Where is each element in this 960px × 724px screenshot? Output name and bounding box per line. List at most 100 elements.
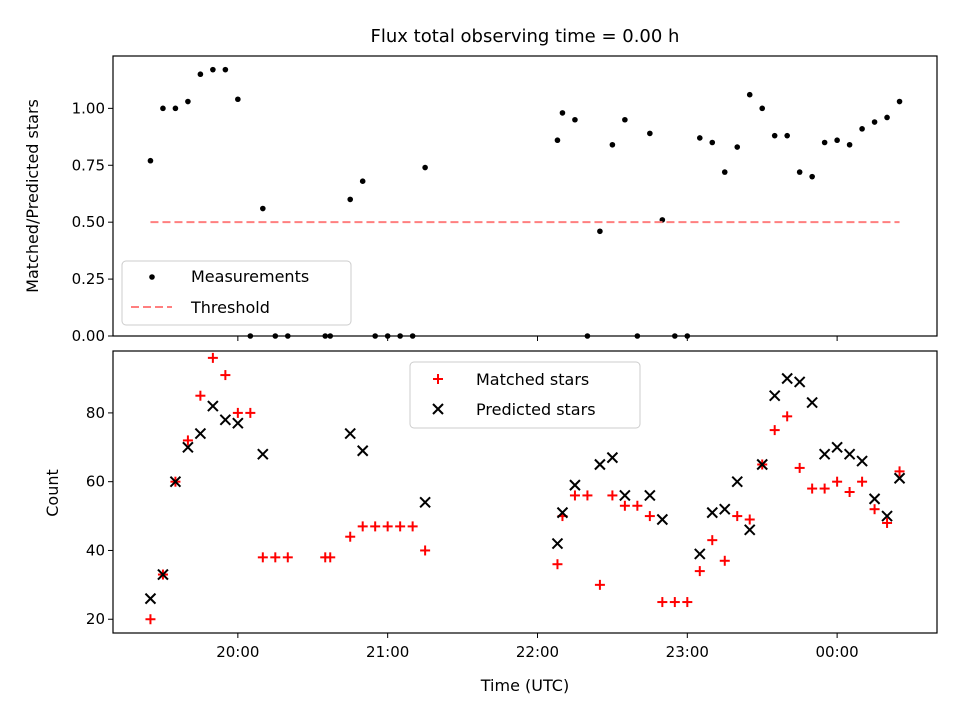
matched-star-point: [682, 597, 693, 608]
legend-measurements-label: Measurements: [191, 267, 309, 286]
matched-star-point: [882, 517, 893, 528]
measurement-point: [322, 333, 329, 339]
bottom-axes-frame: [112, 350, 938, 634]
measurement-point: [834, 137, 840, 144]
matched-star-point: [819, 483, 830, 494]
measurement-point: [172, 105, 179, 112]
top-y-tick-label: 0.25: [72, 270, 105, 288]
measurement-point: [809, 173, 815, 180]
x-tick-label: 21:00: [366, 643, 409, 661]
matched-star-point: [552, 559, 563, 570]
x-tick-label: 00:00: [816, 643, 859, 661]
matched-star-point: [619, 500, 630, 511]
matched-star-point: [382, 521, 393, 532]
predicted-star-point: [881, 510, 893, 522]
matched-star-point: [657, 597, 668, 608]
measurement-point: [672, 333, 678, 339]
top-y-axis-label: Matched/Predicted stars: [23, 99, 42, 293]
measurement-point: [210, 66, 216, 73]
top-axes-frame: [112, 55, 938, 337]
measurement-point: [597, 228, 603, 235]
measurement-point: [684, 333, 691, 339]
matched-star-point: [407, 521, 418, 532]
predicted-star-point: [893, 472, 906, 484]
matched-star-point: [257, 552, 268, 563]
predicted-star-point: [706, 506, 718, 519]
measurement-point: [197, 71, 204, 78]
predicted-star-point: [656, 513, 669, 526]
matched-star-point: [732, 511, 743, 522]
matched-star-point: [207, 352, 218, 363]
measurement-point: [821, 139, 828, 146]
top-legend: Measurements Threshold: [121, 260, 352, 326]
predicted-star-point: [551, 537, 564, 550]
legend-predicted-label: Predicted stars: [476, 400, 596, 419]
bottom-legend: Matched stars Predicted stars: [409, 361, 641, 429]
matched-star-point: [182, 435, 193, 446]
predicted-star-point: [356, 445, 369, 457]
top-plot-area: 0.00 0.25 0.50 0.75 1.00 Measurements Threshol…: [72, 55, 938, 345]
matched-star-point: [370, 521, 381, 532]
measurement-point: [696, 135, 703, 141]
legend-matched-label: Matched stars: [476, 370, 589, 389]
predicted-star-point: [768, 390, 781, 402]
matched-star-point: [232, 407, 243, 418]
measurement-point: [771, 132, 778, 139]
matched-star-point: [782, 411, 793, 422]
predicted-star-point: [756, 458, 768, 471]
predicted-star-point: [731, 475, 743, 488]
bottom-y-axis-label: Count: [43, 469, 62, 517]
matched-star-point: [594, 579, 605, 590]
matched-star-point: [719, 555, 730, 566]
x-tick-label: 20:00: [216, 643, 259, 661]
x-tick-label: 22:00: [516, 643, 559, 661]
matched-star-point: [632, 500, 643, 511]
predicted-star-point: [419, 496, 431, 509]
measurement-point: [222, 66, 229, 73]
predicted-star-point: [194, 427, 207, 440]
matched-star-point: [832, 476, 843, 487]
measurement-point: [572, 116, 578, 123]
predicted-star-point: [207, 400, 219, 412]
matched-star-point: [744, 514, 755, 525]
matched-star-point: [395, 521, 406, 532]
predicted-star-point: [694, 548, 706, 560]
measurement-point: [185, 98, 191, 105]
measurement-point: [422, 164, 428, 171]
predicted-star-point: [232, 417, 244, 429]
measurement-point: [272, 333, 279, 339]
measurement-point: [559, 110, 566, 116]
predicted-star-point: [344, 427, 356, 440]
matched-star-point: [145, 614, 156, 625]
measurement-point: [846, 141, 853, 148]
measurement-point: [147, 157, 154, 164]
bottom-plot-area: 20 40 60 80 20:00 21:00 22:00 23:00 00:00 Matched…: [86, 350, 938, 661]
predicted-star-point: [868, 493, 881, 505]
matched-star-point: [345, 531, 356, 542]
measurement-point: [359, 178, 366, 185]
bottom-y-tick-label: 80: [86, 404, 105, 422]
matched-star-point: [195, 390, 206, 401]
predicted-star-point: [569, 479, 581, 491]
bottom-y-tick-label: 20: [86, 610, 105, 628]
matched-star-point: [807, 483, 818, 494]
matched-star-point: [894, 466, 905, 477]
measurement-point: [759, 105, 766, 112]
predicted-star-point: [719, 503, 731, 515]
predicted-star-point: [793, 376, 806, 388]
predicted-star-point: [619, 489, 631, 502]
predicted-star-point: [169, 475, 182, 488]
measurement-point: [347, 196, 354, 203]
measurement-point: [609, 141, 616, 148]
measurement-point: [871, 119, 878, 125]
bottom-y-tick-label: 60: [86, 473, 105, 491]
measurement-point: [721, 169, 728, 175]
predicted-star-point: [606, 451, 619, 464]
measurement-point: [647, 130, 653, 137]
predicted-star-point: [182, 441, 194, 453]
legend-measurements-marker: [149, 274, 155, 280]
measurement-point: [734, 144, 741, 150]
predicted-star-point: [144, 592, 157, 605]
measurement-point: [247, 333, 254, 339]
